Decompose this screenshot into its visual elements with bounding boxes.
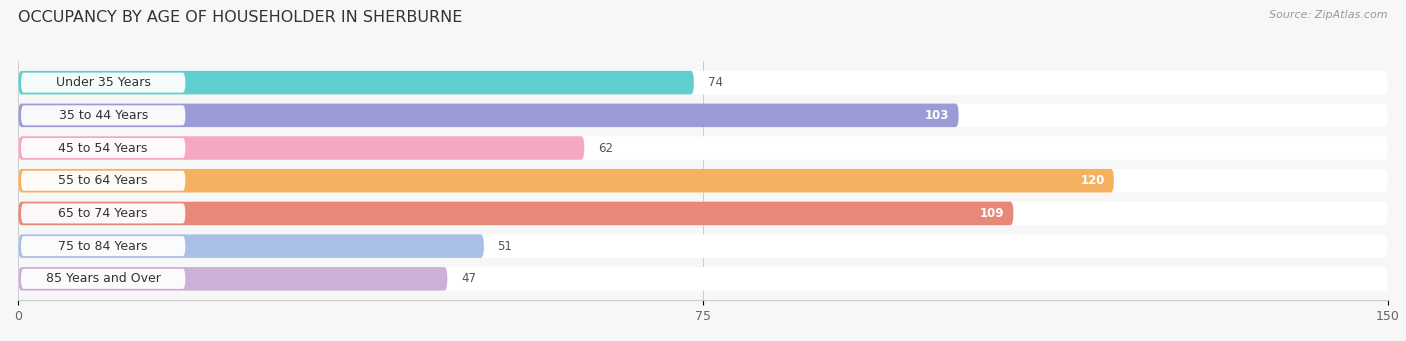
Text: Under 35 Years: Under 35 Years bbox=[56, 76, 150, 89]
FancyBboxPatch shape bbox=[18, 169, 1388, 193]
Text: Source: ZipAtlas.com: Source: ZipAtlas.com bbox=[1270, 10, 1388, 20]
Text: 109: 109 bbox=[980, 207, 1004, 220]
Text: 75 to 84 Years: 75 to 84 Years bbox=[59, 240, 148, 253]
FancyBboxPatch shape bbox=[18, 234, 1388, 258]
Text: 51: 51 bbox=[498, 240, 512, 253]
FancyBboxPatch shape bbox=[21, 138, 186, 158]
FancyBboxPatch shape bbox=[18, 202, 1388, 225]
FancyBboxPatch shape bbox=[21, 105, 186, 125]
FancyBboxPatch shape bbox=[18, 104, 1388, 127]
Text: 62: 62 bbox=[598, 142, 613, 154]
FancyBboxPatch shape bbox=[18, 267, 1388, 291]
FancyBboxPatch shape bbox=[18, 267, 447, 291]
FancyBboxPatch shape bbox=[18, 202, 1014, 225]
Text: 47: 47 bbox=[461, 272, 477, 285]
Text: 55 to 64 Years: 55 to 64 Years bbox=[59, 174, 148, 187]
Text: 35 to 44 Years: 35 to 44 Years bbox=[59, 109, 148, 122]
FancyBboxPatch shape bbox=[21, 269, 186, 289]
FancyBboxPatch shape bbox=[18, 136, 585, 160]
Text: 45 to 54 Years: 45 to 54 Years bbox=[59, 142, 148, 154]
Text: 85 Years and Over: 85 Years and Over bbox=[46, 272, 160, 285]
FancyBboxPatch shape bbox=[18, 136, 1388, 160]
FancyBboxPatch shape bbox=[21, 73, 186, 93]
Text: 120: 120 bbox=[1080, 174, 1105, 187]
FancyBboxPatch shape bbox=[18, 104, 959, 127]
FancyBboxPatch shape bbox=[21, 171, 186, 191]
FancyBboxPatch shape bbox=[18, 71, 695, 94]
Text: 74: 74 bbox=[707, 76, 723, 89]
FancyBboxPatch shape bbox=[21, 236, 186, 256]
FancyBboxPatch shape bbox=[18, 234, 484, 258]
FancyBboxPatch shape bbox=[18, 169, 1114, 193]
FancyBboxPatch shape bbox=[21, 204, 186, 223]
Text: OCCUPANCY BY AGE OF HOUSEHOLDER IN SHERBURNE: OCCUPANCY BY AGE OF HOUSEHOLDER IN SHERB… bbox=[18, 10, 463, 25]
Text: 103: 103 bbox=[925, 109, 949, 122]
FancyBboxPatch shape bbox=[18, 71, 1388, 94]
Text: 65 to 74 Years: 65 to 74 Years bbox=[59, 207, 148, 220]
